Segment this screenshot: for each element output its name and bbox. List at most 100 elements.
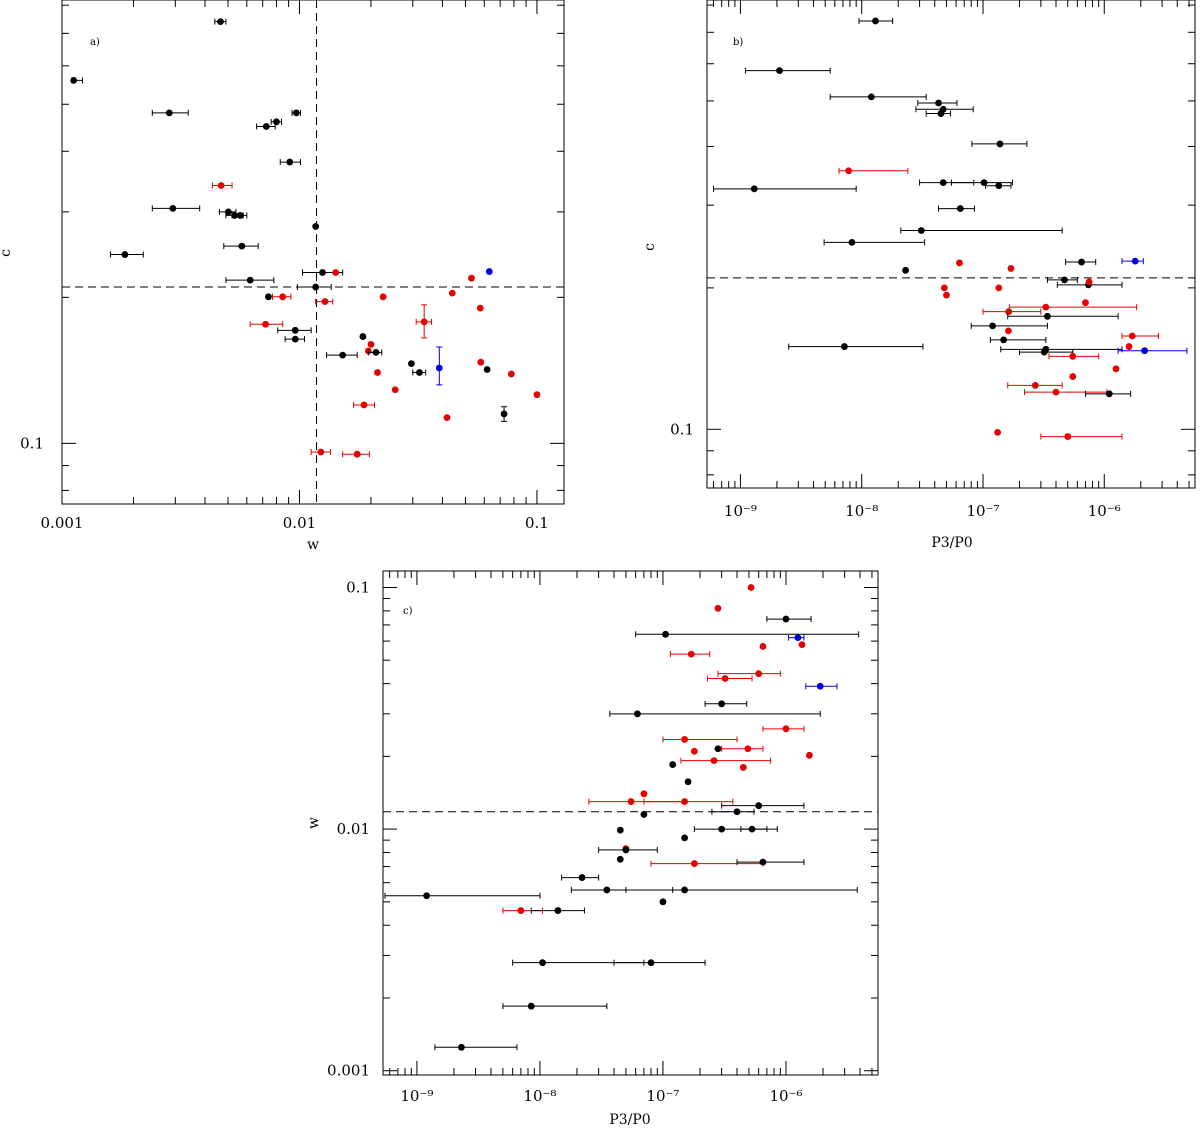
panel-c-point-31-marker bbox=[748, 825, 756, 833]
panel-c-point-27-marker bbox=[640, 811, 648, 818]
panel-b-point-11-marker bbox=[750, 185, 758, 193]
panel-b-point-19-marker bbox=[1131, 257, 1139, 265]
panel-a-point-38 bbox=[435, 346, 443, 386]
panel-b-ticks bbox=[707, 0, 1195, 488]
panel-c-point-41-marker bbox=[659, 898, 667, 906]
panel-c-x-tick-label-1: 10⁻⁸ bbox=[523, 1087, 556, 1105]
panel-c-y-tick-label-0: 0.001 bbox=[327, 1062, 370, 1080]
panel-c-point-31 bbox=[740, 825, 768, 833]
panel-b-y-axis-label: c bbox=[642, 243, 658, 251]
panel-b-point-6 bbox=[971, 140, 1028, 148]
panel-a-point-5-marker bbox=[292, 109, 300, 117]
panel-a-point-48 bbox=[310, 448, 331, 456]
panel-a-point-12 bbox=[312, 223, 320, 230]
panel-c-point-11-marker bbox=[718, 700, 726, 708]
panel-a-point-35 bbox=[326, 351, 358, 359]
panel-a-point-34 bbox=[367, 348, 383, 356]
panel-c-frame bbox=[382, 570, 879, 1076]
panel-c-point-42 bbox=[384, 892, 541, 900]
panel-a-x-tick-label-2: 0.1 bbox=[525, 514, 549, 532]
panel-a-point-16 bbox=[332, 269, 340, 276]
panel-c-point-39-marker bbox=[603, 886, 611, 894]
panel-b-point-45-marker bbox=[994, 428, 1002, 436]
panel-c-point-23 bbox=[640, 790, 648, 798]
panel-c-point-43-marker bbox=[517, 907, 525, 914]
panel-c-point-14 bbox=[662, 736, 738, 743]
panel-a-point-3 bbox=[256, 123, 276, 130]
panel-a-point-40-marker bbox=[483, 366, 491, 373]
panel-a-point-43-marker bbox=[391, 386, 399, 394]
panel-b-point-9 bbox=[951, 179, 1013, 187]
panel-a-point-37-marker bbox=[416, 369, 423, 376]
panel-c-point-23-marker bbox=[640, 790, 648, 798]
panel-c-point-30-marker bbox=[718, 825, 726, 833]
panel-a-point-48-marker bbox=[317, 448, 325, 456]
panel-c-point-15-marker bbox=[744, 745, 752, 753]
panel-c-point-12-marker bbox=[634, 710, 641, 718]
panel-b-point-0-marker bbox=[872, 17, 879, 25]
panel-a-x-axis-label: w bbox=[307, 537, 319, 553]
panel-a-point-24 bbox=[448, 289, 456, 297]
panel-c-point-19 bbox=[680, 757, 772, 765]
panel-c-point-34-marker bbox=[622, 846, 630, 854]
panel-c-point-3-marker bbox=[662, 630, 669, 638]
panel-a-point-11-marker bbox=[236, 212, 244, 219]
panel-c-point-13-marker bbox=[782, 725, 790, 733]
panel-a-point-37 bbox=[412, 369, 427, 376]
panel-b-point-39-marker bbox=[1069, 352, 1077, 360]
panel-b-point-5 bbox=[925, 110, 952, 117]
panel-b-x-tick-label-0: 10⁻⁹ bbox=[724, 502, 757, 520]
panel-b-point-34 bbox=[1121, 332, 1159, 340]
panel-a-point-20 bbox=[296, 283, 332, 291]
panel-b-point-17 bbox=[902, 266, 909, 274]
panel-a-point-8 bbox=[151, 204, 201, 212]
panel-c-point-16-marker bbox=[690, 747, 698, 755]
panel-b: b) 10⁻⁹ 10⁻⁸ 10⁻⁷ 10⁻⁶ 0.1 P3/P0 c bbox=[642, 0, 1196, 551]
panel-c-point-47-marker bbox=[527, 1002, 535, 1010]
panel-b-point-38 bbox=[1018, 348, 1074, 356]
panel-c-x-tick-label-3: 10⁻⁶ bbox=[769, 1087, 802, 1105]
panel-c-point-2-marker bbox=[782, 615, 790, 623]
panel-c-point-15 bbox=[721, 745, 764, 753]
panel-b-x-tick-labels: 10⁻⁹ 10⁻⁸ 10⁻⁷ 10⁻⁶ bbox=[724, 502, 1121, 520]
panel-b-y-tick-label-0: 0.1 bbox=[670, 420, 694, 438]
panel-b-point-14 bbox=[823, 238, 926, 246]
panel-a: a) 0.001 0.01 0.1 0.1 w c bbox=[0, 0, 565, 553]
panel-b-point-44-marker bbox=[1105, 390, 1113, 398]
panel-c-point-40 bbox=[625, 886, 858, 894]
panel-b-point-22 bbox=[1085, 278, 1093, 286]
panel-b-point-12-marker bbox=[956, 205, 964, 212]
panel-a-point-18 bbox=[485, 268, 493, 275]
panel-a-point-43 bbox=[391, 386, 399, 394]
panel-b-point-7 bbox=[838, 167, 909, 175]
panel-a-point-29 bbox=[277, 326, 312, 334]
panel-b-point-20 bbox=[1046, 276, 1078, 284]
panel-c-point-36 bbox=[650, 860, 764, 867]
panel-a-y-axis-label: c bbox=[0, 249, 14, 257]
panel-b-point-26 bbox=[1082, 299, 1089, 307]
panel-a-point-39 bbox=[477, 358, 485, 366]
panel-a-point-7-marker bbox=[217, 182, 225, 189]
panel-b-point-9-marker bbox=[980, 179, 988, 187]
panel-c-point-29-marker bbox=[616, 826, 624, 834]
panel-c-point-5-marker bbox=[798, 641, 806, 649]
panel-c-point-10-marker bbox=[816, 682, 824, 690]
panel-a-point-22-marker bbox=[279, 293, 287, 301]
panel-c-point-22-marker bbox=[684, 778, 692, 786]
panel-b-point-14-marker bbox=[848, 238, 856, 246]
panel-a-point-6-marker bbox=[286, 158, 294, 166]
panel-b-point-28-marker bbox=[1005, 308, 1013, 316]
panel-a-point-38-marker bbox=[435, 364, 443, 372]
panel-a-point-28 bbox=[415, 304, 433, 339]
panel-c-points bbox=[384, 584, 860, 1051]
panel-c-point-18 bbox=[805, 751, 813, 759]
panel-c-point-46-marker bbox=[539, 959, 546, 967]
panel-b-point-43-marker bbox=[1052, 388, 1060, 396]
panel-c-x-tick-label-2: 10⁻⁷ bbox=[646, 1087, 679, 1105]
panel-c-point-21-marker bbox=[739, 764, 747, 771]
panel-a-y-tick-label-0: 0.1 bbox=[20, 434, 44, 452]
panel-b-point-16 bbox=[1007, 265, 1015, 272]
panel-a-point-36 bbox=[407, 360, 415, 368]
panel-c-point-29 bbox=[616, 826, 624, 834]
panel-a-point-1-marker bbox=[217, 18, 224, 26]
